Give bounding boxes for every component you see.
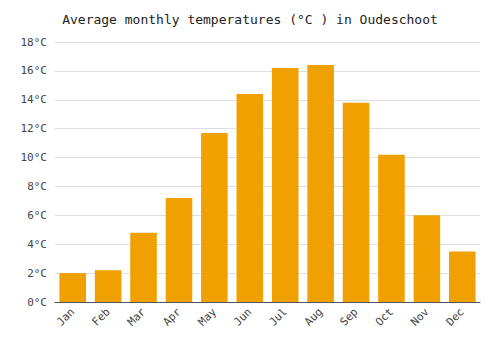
- svg-text:4°C: 4°C: [27, 238, 47, 251]
- svg-text:18°C: 18°C: [21, 36, 48, 49]
- svg-text:6°C: 6°C: [27, 209, 47, 222]
- svg-text:Oct: Oct: [373, 305, 396, 328]
- svg-text:Dec: Dec: [444, 305, 467, 328]
- svg-text:Jun: Jun: [231, 305, 254, 328]
- svg-text:Nov: Nov: [408, 305, 431, 328]
- svg-text:Mar: Mar: [125, 305, 148, 328]
- svg-text:Jul: Jul: [267, 305, 290, 328]
- svg-text:Jan: Jan: [54, 305, 77, 328]
- svg-text:10°C: 10°C: [21, 151, 48, 164]
- svg-text:Sep: Sep: [337, 305, 360, 328]
- svg-text:2°C: 2°C: [27, 267, 47, 280]
- svg-text:Aug: Aug: [302, 305, 325, 328]
- svg-text:Average monthly temperatures (: Average monthly temperatures (°C ) in Ou…: [62, 12, 438, 27]
- svg-text:May: May: [196, 305, 219, 328]
- svg-text:16°C: 16°C: [21, 64, 48, 77]
- svg-text:12°C: 12°C: [21, 122, 48, 135]
- svg-text:14°C: 14°C: [21, 93, 48, 106]
- svg-text:Apr: Apr: [160, 305, 183, 328]
- svg-text:8°C: 8°C: [27, 180, 47, 193]
- svg-text:Feb: Feb: [89, 305, 112, 328]
- svg-text:0°C: 0°C: [27, 296, 47, 309]
